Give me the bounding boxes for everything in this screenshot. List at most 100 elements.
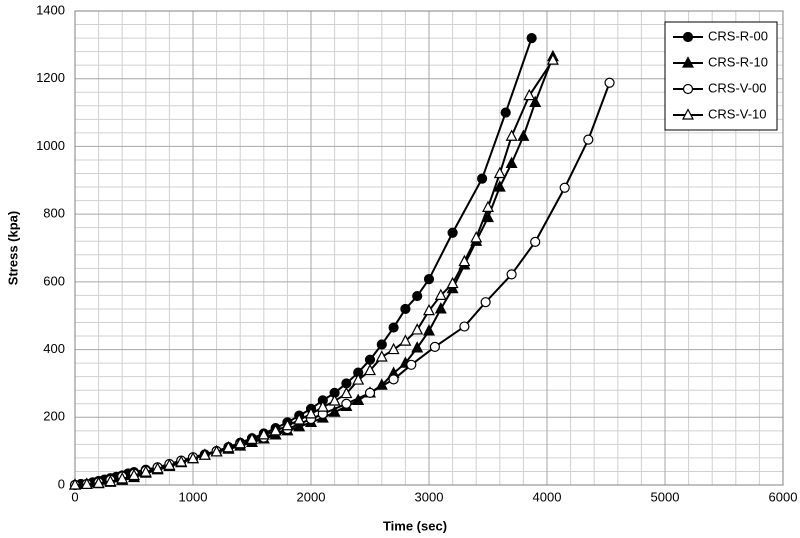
line (74, 59, 554, 486)
marker (328, 394, 341, 406)
marker (375, 350, 388, 362)
series (69, 77, 615, 491)
marker (406, 359, 417, 370)
marker (151, 461, 164, 474)
y-tick-label: 400 (43, 341, 65, 356)
marker (163, 458, 176, 470)
marker (423, 303, 435, 316)
marker (257, 428, 270, 440)
legend-marker (682, 56, 694, 68)
x-tick-label: 2000 (297, 489, 326, 504)
marker (400, 303, 411, 315)
marker (493, 166, 506, 179)
x-tick-label: 3000 (415, 489, 444, 504)
marker (480, 297, 491, 308)
marker (411, 323, 424, 335)
marker (104, 474, 117, 487)
x-tick-label: 0 (71, 489, 78, 504)
legend-label: CRS-V-00 (708, 80, 767, 95)
y-tick-label: 800 (43, 206, 65, 221)
marker (376, 339, 387, 350)
marker (139, 465, 152, 477)
marker (482, 210, 494, 223)
y-tick-label: 1400 (36, 2, 65, 17)
marker (352, 373, 365, 385)
marker (523, 88, 536, 101)
x-tick-label: 1000 (179, 489, 208, 504)
series (69, 49, 559, 490)
marker (222, 440, 235, 453)
marker (281, 418, 294, 431)
x-tick-label: 5000 (651, 489, 680, 504)
marker (459, 321, 470, 332)
legend-label: CRS-V-10 (708, 106, 767, 121)
marker (505, 156, 518, 168)
marker (399, 334, 412, 346)
marker (234, 436, 247, 449)
x-tick-label: 4000 (533, 489, 562, 504)
marker (269, 424, 282, 436)
marker (493, 180, 506, 192)
marker (128, 468, 140, 481)
marker (92, 476, 105, 488)
marker (316, 400, 329, 412)
marker (411, 341, 424, 353)
marker (388, 322, 399, 333)
marker (340, 386, 353, 399)
legend-marker (682, 31, 694, 43)
marker (482, 200, 494, 212)
marker (446, 276, 459, 289)
marker (80, 477, 93, 489)
x-axis-label: Time (sec) (383, 518, 447, 533)
marker (69, 478, 81, 490)
marker (198, 448, 211, 460)
marker (505, 129, 518, 141)
marker (530, 236, 541, 248)
y-tick-label: 200 (43, 409, 65, 424)
marker (583, 134, 594, 145)
marker (506, 269, 517, 280)
legend-marker (682, 108, 694, 120)
marker (412, 290, 423, 302)
marker (434, 302, 447, 314)
marker (116, 472, 129, 484)
marker (341, 378, 352, 389)
marker (388, 374, 399, 385)
marker (364, 387, 376, 399)
legend-marker (682, 83, 694, 95)
marker (364, 354, 376, 365)
marker (387, 342, 400, 355)
marker (477, 173, 488, 184)
marker (210, 445, 223, 457)
marker (305, 407, 317, 419)
y-tick-label: 1000 (36, 138, 65, 153)
legend-label: CRS-R-10 (708, 54, 768, 69)
marker (434, 288, 447, 300)
line (74, 82, 611, 486)
series (69, 53, 559, 490)
marker (187, 451, 199, 464)
legend-label: CRS-R-00 (708, 28, 768, 43)
legend-box (664, 21, 778, 131)
x-tick-label: 6000 (769, 489, 798, 504)
y-axis-label: Stress (kpa) (5, 211, 20, 285)
marker (470, 231, 483, 243)
marker (458, 254, 471, 267)
marker (175, 455, 188, 467)
marker (529, 95, 542, 108)
marker (293, 413, 306, 425)
marker (246, 432, 258, 444)
marker (423, 274, 435, 285)
marker (517, 129, 530, 141)
y-tick-label: 600 (43, 273, 65, 288)
marker (447, 227, 458, 238)
marker (423, 324, 435, 336)
marker (559, 182, 570, 193)
marker (328, 405, 341, 417)
marker (526, 32, 537, 44)
legend: CRS-R-00 CRS-R-10 CRS-V-00 CRS-V-10 (664, 21, 778, 131)
plot-border (74, 10, 784, 486)
y-tick-label: 0 (58, 476, 65, 491)
marker (341, 398, 352, 409)
